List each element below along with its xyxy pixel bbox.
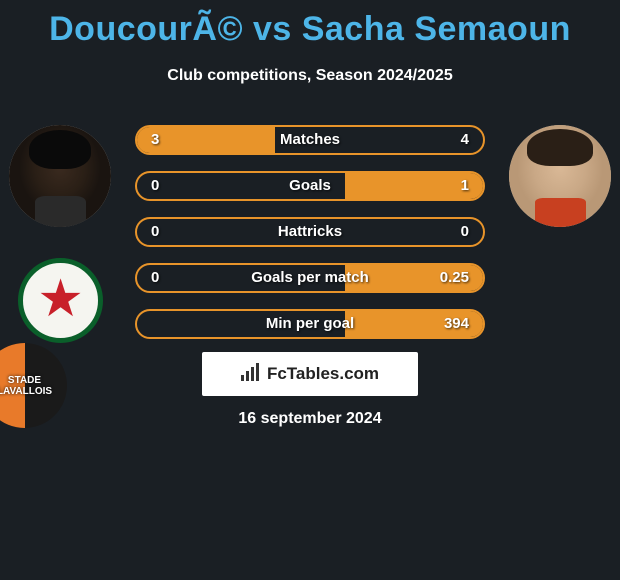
content-area: STADELAVALLOIS 34Matches01Goals00Hattric…	[0, 125, 620, 385]
stat-row: 394Min per goal	[135, 309, 485, 339]
player-right-avatar	[509, 125, 611, 227]
stat-row: 01Goals	[135, 171, 485, 201]
footer-date: 16 september 2024	[0, 410, 620, 428]
stat-label: Goals per match	[137, 265, 483, 291]
stat-label: Matches	[137, 127, 483, 153]
club-badge-right-text: STADELAVALLOIS	[0, 375, 52, 397]
stats-list: 34Matches 01Goals 00Hattricks 00.25Goals pe…	[135, 125, 485, 355]
page-title: DoucourÃ© vs Sacha Semaoun	[0, 0, 620, 49]
comparison-card: DoucourÃ© vs Sacha Semaoun Club competit…	[0, 0, 620, 580]
stat-label: Goals	[137, 173, 483, 199]
stat-label: Min per goal	[137, 311, 483, 337]
brand-badge[interactable]: FcTables.com	[202, 352, 418, 396]
stat-row: 00Hattricks	[135, 217, 485, 247]
avatar-face-right	[509, 125, 611, 227]
club-badge-left	[18, 258, 103, 343]
stat-row: 34Matches	[135, 125, 485, 155]
stat-row: 00.25Goals per match	[135, 263, 485, 293]
brand-text: FcTables.com	[267, 364, 379, 384]
brand-chart-icon	[241, 363, 261, 386]
stat-label: Hattricks	[137, 219, 483, 245]
avatar-face-left	[9, 125, 111, 227]
subtitle: Club competitions, Season 2024/2025	[0, 67, 620, 85]
player-left-avatar	[9, 125, 111, 227]
